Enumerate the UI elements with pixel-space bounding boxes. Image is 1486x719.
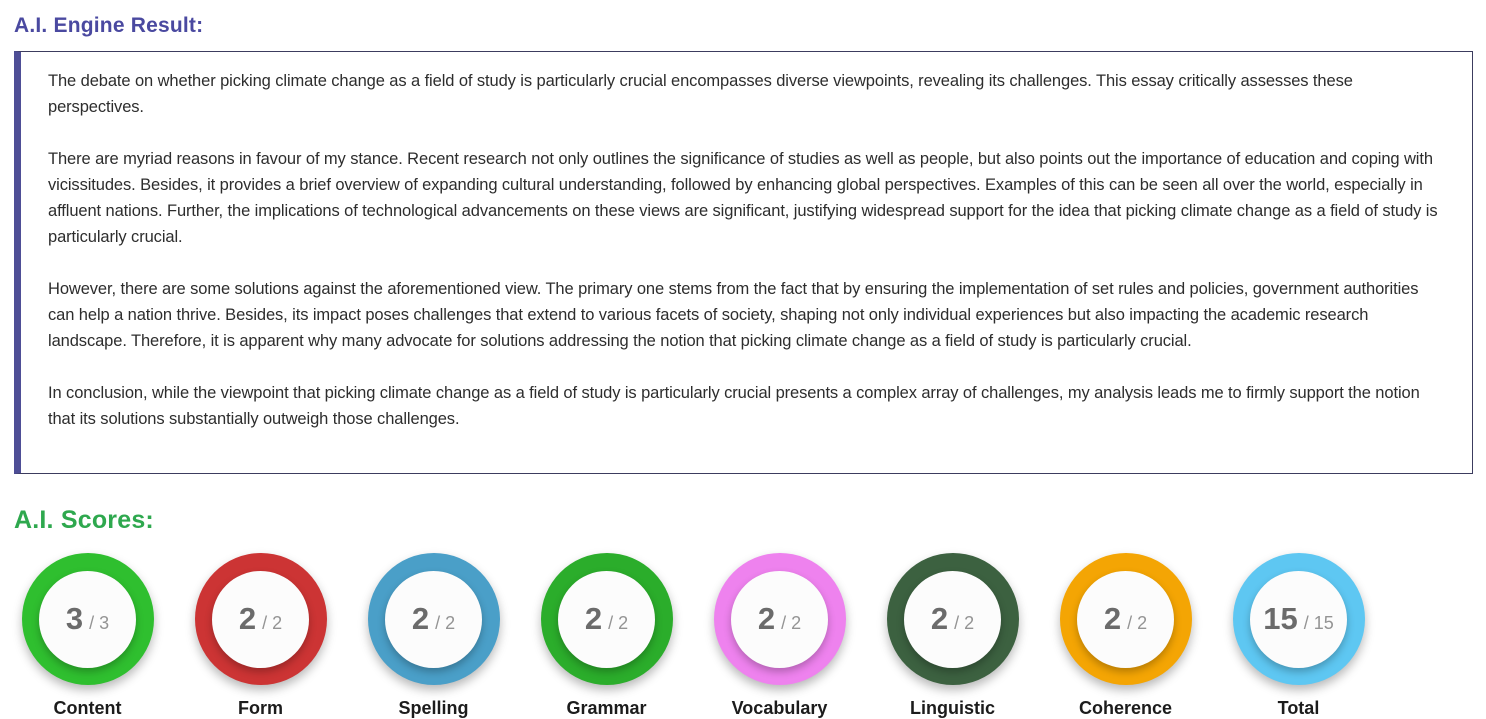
score-max: / 2 [954, 612, 975, 633]
score-value: 2 [1103, 600, 1122, 636]
score-value: 2 [238, 600, 257, 636]
score-inner-circle: 2 / 2 [731, 570, 828, 668]
score-value: 15 [1263, 600, 1298, 636]
score-ring: 3 / 3 [21, 553, 154, 685]
score-item: 15 / 15 Total [1212, 553, 1385, 719]
score-max: / 2 [1127, 612, 1148, 633]
scores-title: A.I. Scores: [14, 506, 154, 534]
score-item: 2 / 2 Coherence [1039, 553, 1212, 719]
score-inner-circle: 2 / 2 [385, 570, 482, 668]
score-inner-circle: 15 / 15 [1250, 570, 1347, 668]
score-label: Total [1277, 698, 1320, 718]
score-ring: 2 / 2 [540, 553, 673, 685]
score-inner-circle: 2 / 2 [558, 570, 655, 668]
score-label: Linguistic [910, 698, 995, 718]
score-item: 2 / 2 Linguistic [866, 553, 1039, 719]
score-ring: 2 / 2 [194, 553, 327, 685]
essay-box: The debate on whether picking climate ch… [14, 51, 1473, 474]
score-label: Vocabulary [731, 698, 828, 718]
score-item: 2 / 2 Form [174, 553, 347, 719]
score-ring: 2 / 2 [367, 553, 500, 685]
score-value: 3 [65, 600, 84, 636]
score-label: Spelling [398, 698, 469, 718]
score-item: 2 / 2 Grammar [520, 553, 693, 719]
score-max: / 3 [89, 612, 110, 633]
score-label: Coherence [1078, 698, 1173, 718]
essay-paragraph: However, there are some solutions agains… [48, 280, 1419, 350]
score-ring: 2 / 2 [886, 553, 1019, 685]
score-label: Grammar [566, 698, 647, 718]
score-label: Content [53, 698, 122, 718]
score-inner-circle: 2 / 2 [1077, 570, 1174, 668]
score-ring: 15 / 15 [1232, 553, 1365, 685]
score-item: 2 / 2 Vocabulary [693, 553, 866, 719]
score-max: / 2 [608, 612, 629, 633]
score-value: 2 [757, 600, 776, 636]
score-label: Form [238, 698, 283, 718]
score-item: 3 / 3 Content [1, 553, 174, 719]
score-value: 2 [411, 600, 430, 636]
score-ring: 2 / 2 [713, 553, 846, 685]
score-inner-circle: 3 / 3 [39, 570, 136, 668]
score-value: 2 [930, 600, 949, 636]
essay-paragraph: In conclusion, while the viewpoint that … [48, 384, 1420, 428]
score-inner-circle: 2 / 2 [904, 570, 1001, 668]
essay-paragraph: The debate on whether picking climate ch… [48, 72, 1353, 116]
engine-result-title: A.I. Engine Result: [14, 14, 204, 37]
scores-row: 3 / 3 Content 2 / 2 Form [1, 553, 1473, 719]
score-value: 2 [584, 600, 603, 636]
score-inner-circle: 2 / 2 [212, 570, 309, 668]
score-max: / 15 [1303, 612, 1334, 633]
score-ring: 2 / 2 [1059, 553, 1192, 685]
essay-paragraph: There are myriad reasons in favour of my… [48, 150, 1438, 246]
score-max: / 2 [262, 612, 283, 633]
page: A.I. Engine Result: The debate on whethe… [0, 14, 1486, 719]
score-max: / 2 [781, 612, 802, 633]
score-item: 2 / 2 Spelling [347, 553, 520, 719]
score-max: / 2 [435, 612, 456, 633]
